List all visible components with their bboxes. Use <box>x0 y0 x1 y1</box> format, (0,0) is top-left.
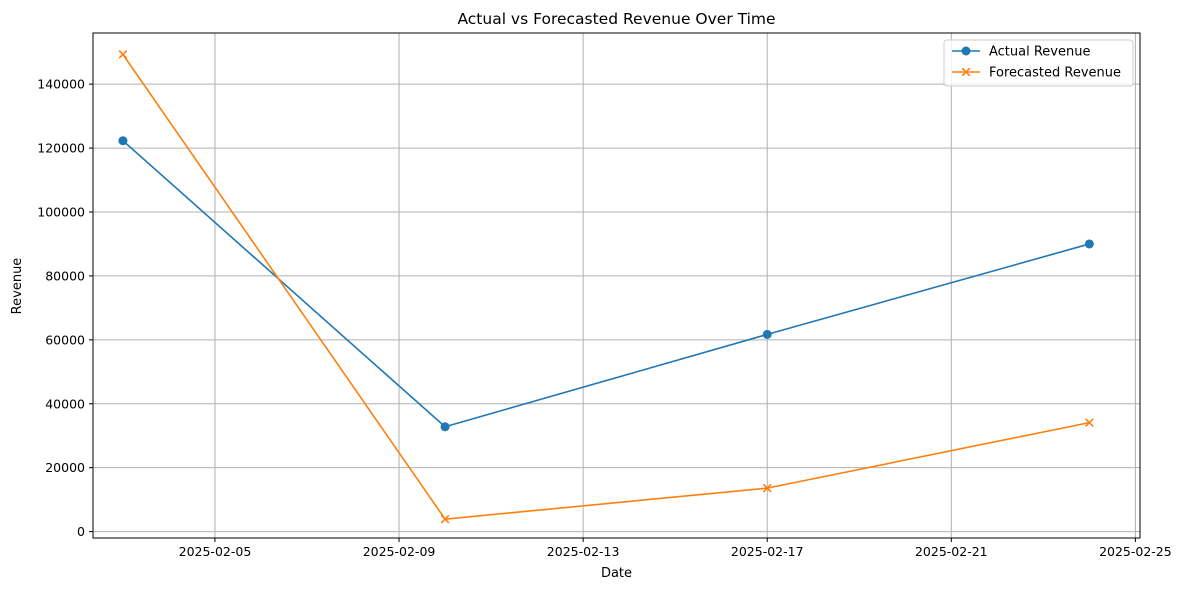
forecasted-revenue-point <box>1085 418 1094 427</box>
legend-label-forecasted-revenue: Forecasted Revenue <box>989 66 1121 81</box>
actual-revenue-point <box>118 136 128 146</box>
forecasted-revenue-point <box>762 483 772 493</box>
x-axis-ticks: 2025-02-05 2025-02-09 2025-02-13 2025-02-17… <box>179 538 1172 559</box>
x-tick-label: 2025-02-05 <box>179 544 252 559</box>
chart-title: Actual vs Forecasted Revenue Over Time <box>457 10 775 28</box>
forecasted-revenue-line <box>122 53 1090 520</box>
x-tick-label: 2025-02-09 <box>363 544 436 559</box>
legend-marker-actual-revenue <box>961 46 971 56</box>
actual-revenue-point <box>440 422 450 432</box>
legend-label-actual-revenue: Actual Revenue <box>989 45 1090 60</box>
forecasted-revenue-point <box>440 514 450 524</box>
y-tick-label: 40000 <box>45 396 85 411</box>
actual-revenue-point <box>762 329 772 339</box>
x-tick-label: 2025-02-21 <box>915 544 988 559</box>
y-tick-label: 60000 <box>45 332 85 347</box>
series-layer <box>118 50 1094 524</box>
y-tick-label: 140000 <box>37 77 85 92</box>
y-tick-label: 0 <box>77 524 85 539</box>
legend-marker-forecasted-revenue <box>961 67 971 77</box>
y-tick-label: 20000 <box>45 460 85 475</box>
x-tick-label: 2025-02-13 <box>547 544 620 559</box>
x-tick-label: 2025-02-17 <box>731 544 804 559</box>
plot-frame <box>92 32 1141 539</box>
actual-revenue-line <box>122 140 1090 428</box>
y-tick-label: 80000 <box>45 268 85 283</box>
y-axis-label: Revenue <box>10 258 25 315</box>
actual-revenue-point <box>1084 239 1094 249</box>
x-tick-label: 2025-02-25 <box>1099 544 1172 559</box>
x-axis-label: Date <box>601 566 632 581</box>
legend-box <box>943 39 1134 87</box>
legend: Actual Revenue Forecasted Revenue <box>943 39 1134 87</box>
grid-lines <box>93 33 1140 538</box>
forecasted-revenue-point <box>118 50 128 59</box>
y-axis-ticks: 0 20000 40000 60000 80000 100000 120000 140000 <box>37 77 93 539</box>
y-tick-label: 100000 <box>37 204 85 219</box>
y-tick-label: 120000 <box>37 141 85 156</box>
